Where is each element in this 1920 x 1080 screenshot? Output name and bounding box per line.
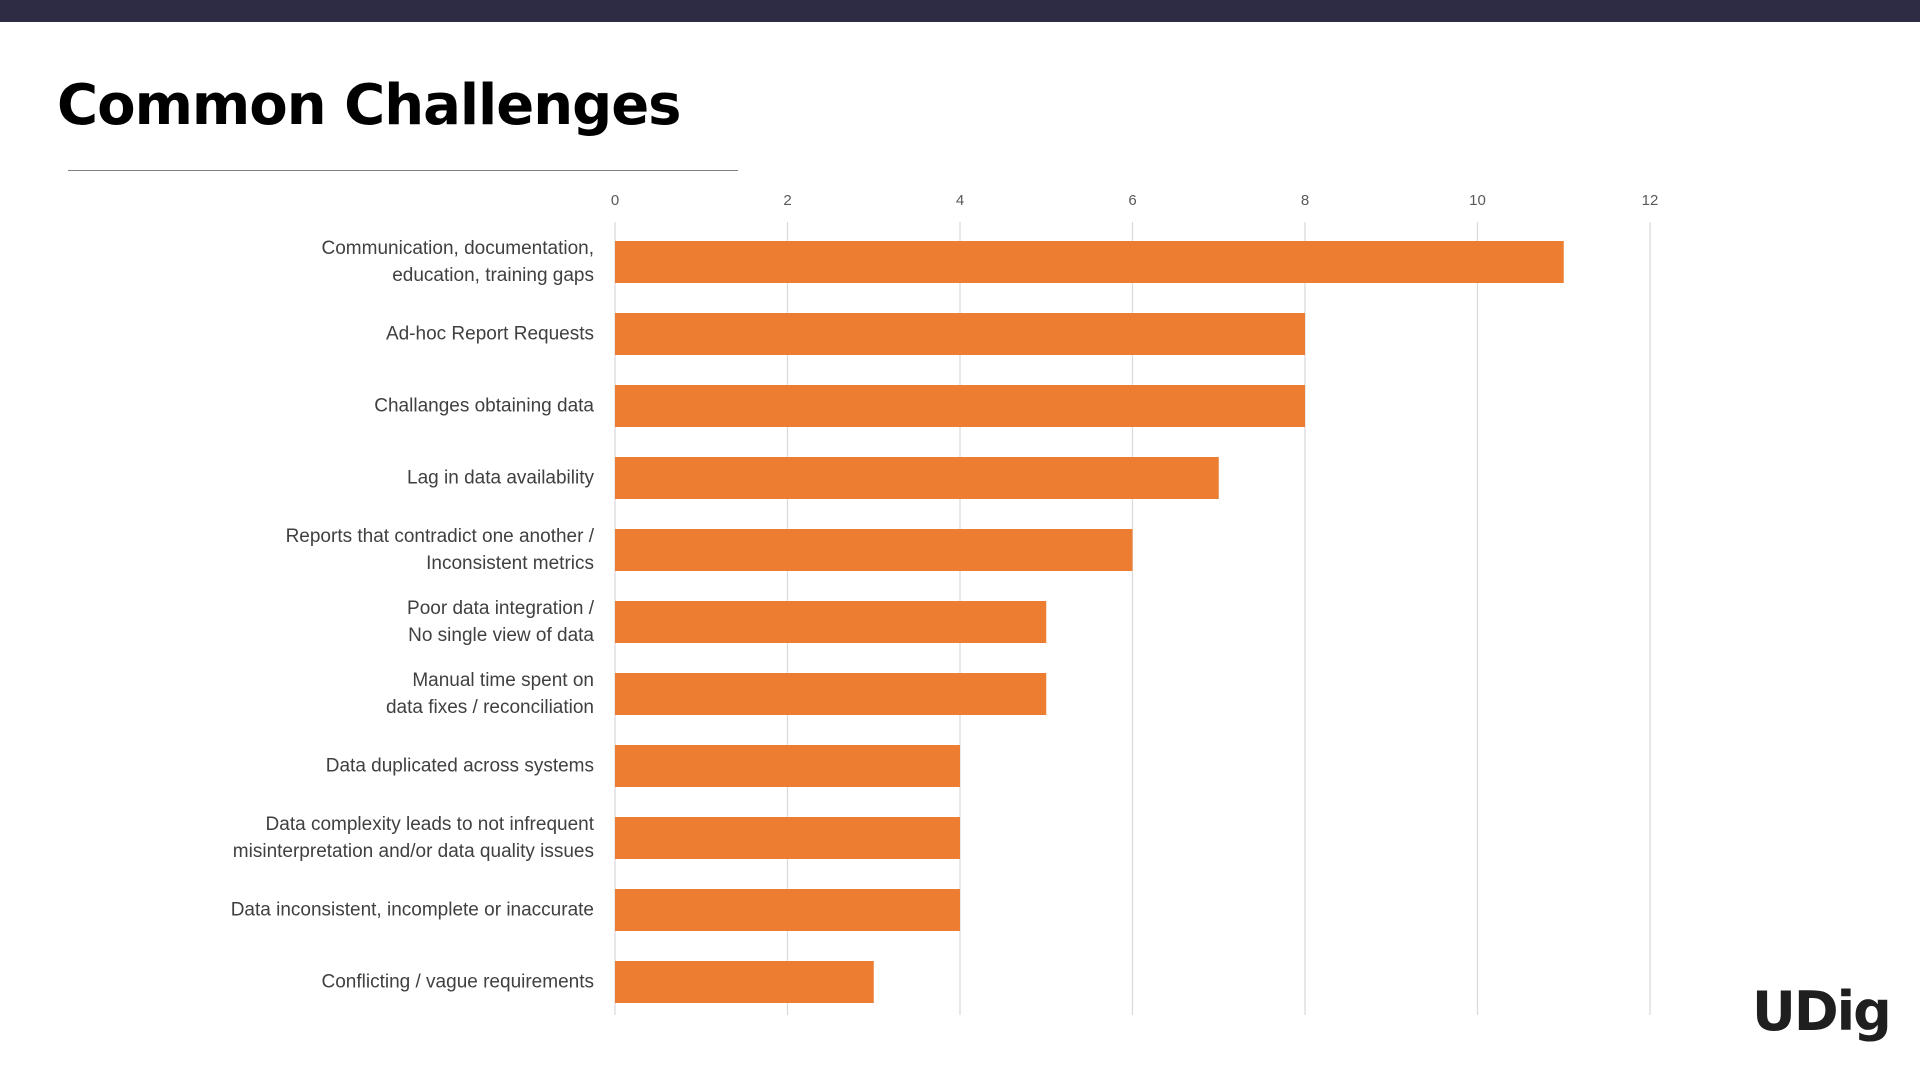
category-label: misinterpretation and/or data quality is… xyxy=(233,841,594,862)
category-label: data fixes / reconciliation xyxy=(386,697,594,718)
page-title: Common Challenges xyxy=(57,73,681,138)
category-label: education, training gaps xyxy=(392,265,594,286)
x-tick-label: 2 xyxy=(783,192,791,209)
title-divider xyxy=(68,170,738,171)
category-label: Lag in data availability xyxy=(407,468,594,489)
bar xyxy=(615,817,960,859)
bar xyxy=(615,601,1047,643)
category-label: Poor data integration / xyxy=(407,598,595,619)
category-label: Conflicting / vague requirements xyxy=(322,972,594,993)
bar xyxy=(615,457,1219,499)
bar xyxy=(615,385,1305,427)
bar xyxy=(615,745,960,787)
category-label: Data complexity leads to not infrequent xyxy=(266,814,595,835)
bar xyxy=(615,673,1047,715)
udig-logo: UDig xyxy=(1752,980,1892,1043)
x-tick-label: 6 xyxy=(1128,192,1136,209)
bar xyxy=(615,961,874,1003)
category-label: Inconsistent metrics xyxy=(426,553,594,574)
category-label: No single view of data xyxy=(408,625,594,646)
bar xyxy=(615,241,1564,283)
top-band xyxy=(0,0,1920,22)
bar xyxy=(615,529,1133,571)
category-label: Reports that contradict one another / xyxy=(286,526,595,547)
x-tick-label: 0 xyxy=(611,192,619,209)
category-label: Data duplicated across systems xyxy=(326,756,594,777)
category-label: Data inconsistent, incomplete or inaccur… xyxy=(231,900,594,921)
bar xyxy=(615,889,960,931)
x-tick-label: 12 xyxy=(1642,192,1659,209)
category-label: Challanges obtaining data xyxy=(374,396,594,417)
category-label: Manual time spent on xyxy=(412,670,594,691)
bar xyxy=(615,313,1305,355)
category-label: Ad-hoc Report Requests xyxy=(386,324,594,345)
x-tick-label: 8 xyxy=(1301,192,1309,209)
x-tick-label: 10 xyxy=(1469,192,1486,209)
category-label: Communication, documentation, xyxy=(322,238,594,259)
x-tick-label: 4 xyxy=(956,192,964,209)
